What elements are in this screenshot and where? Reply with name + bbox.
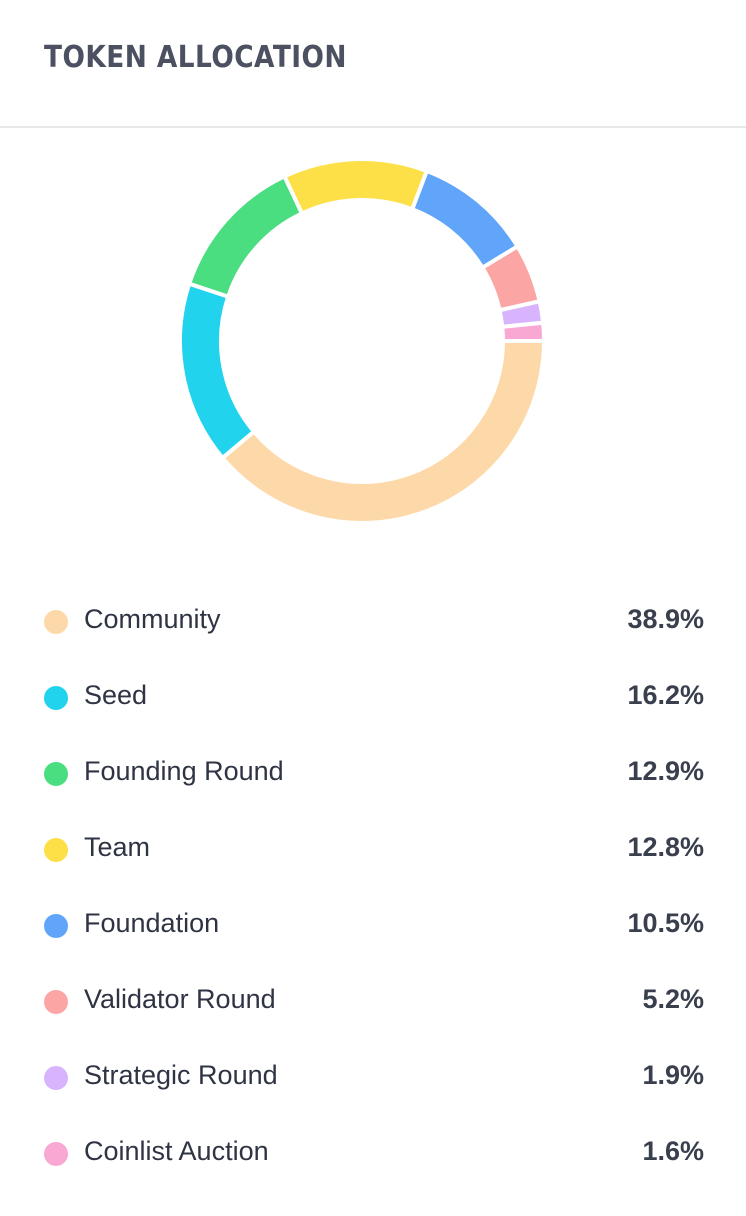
legend-item-validator-round[interactable]: Validator Round 5.2%: [0, 964, 746, 1040]
legend-label: Foundation: [84, 908, 220, 938]
legend-dot-icon: [44, 610, 68, 634]
legend-label: Strategic Round: [84, 1060, 278, 1090]
legend-item-coinlist-auction[interactable]: Coinlist Auction 1.6%: [0, 1116, 746, 1192]
donut-segment-founding-round[interactable]: [186, 173, 305, 300]
legend-label: Coinlist Auction: [84, 1136, 269, 1166]
legend-value: 1.9%: [642, 1060, 704, 1090]
legend-value: 12.9%: [627, 756, 704, 786]
legend-value: 12.8%: [627, 832, 704, 862]
legend-label: Community: [84, 604, 221, 634]
legend-label: Validator Round: [84, 984, 276, 1014]
donut-segment-seed[interactable]: [178, 281, 257, 461]
legend-item-seed[interactable]: Seed 16.2%: [0, 660, 746, 736]
legend-label: Founding Round: [84, 756, 284, 786]
legend-item-founding-round[interactable]: Founding Round 12.9%: [0, 736, 746, 812]
legend-dot-icon: [44, 1066, 68, 1090]
donut-segment-coinlist-auction[interactable]: [500, 320, 547, 343]
page-title: TOKEN ALLOCATION: [44, 40, 347, 75]
legend-item-team[interactable]: Team 12.8%: [0, 812, 746, 888]
legend-item-foundation[interactable]: Foundation 10.5%: [0, 888, 746, 964]
legend-value: 38.9%: [627, 604, 704, 634]
card-header: TOKEN ALLOCATION: [0, 0, 746, 128]
donut-chart-svg: [178, 157, 547, 525]
donut-chart: [0, 130, 746, 550]
legend-label: Seed: [84, 680, 148, 710]
legend-value: 16.2%: [627, 680, 704, 710]
donut-segment-team[interactable]: [281, 157, 430, 217]
legend-dot-icon: [44, 990, 68, 1014]
legend-value: 10.5%: [627, 908, 704, 938]
donut-segment-foundation[interactable]: [409, 168, 521, 271]
legend-dot-icon: [44, 762, 68, 786]
legend-item-community[interactable]: Community 38.9%: [0, 584, 746, 660]
legend-item-strategic-round[interactable]: Strategic Round 1.9%: [0, 1040, 746, 1116]
legend-value: 5.2%: [642, 984, 704, 1014]
legend-label: Team: [84, 832, 151, 862]
legend-dot-icon: [44, 914, 68, 938]
legend-dot-icon: [44, 686, 68, 710]
legend-value: 1.6%: [642, 1136, 704, 1166]
donut-segment-community[interactable]: [219, 339, 547, 525]
legend-dot-icon: [44, 1142, 68, 1166]
legend-dot-icon: [44, 838, 68, 862]
